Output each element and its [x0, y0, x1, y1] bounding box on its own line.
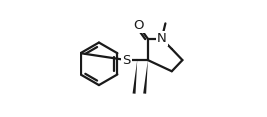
Text: S: S [122, 54, 131, 67]
Polygon shape [143, 60, 148, 94]
Text: O: O [133, 19, 144, 32]
Polygon shape [132, 60, 137, 94]
Text: N: N [157, 32, 167, 45]
